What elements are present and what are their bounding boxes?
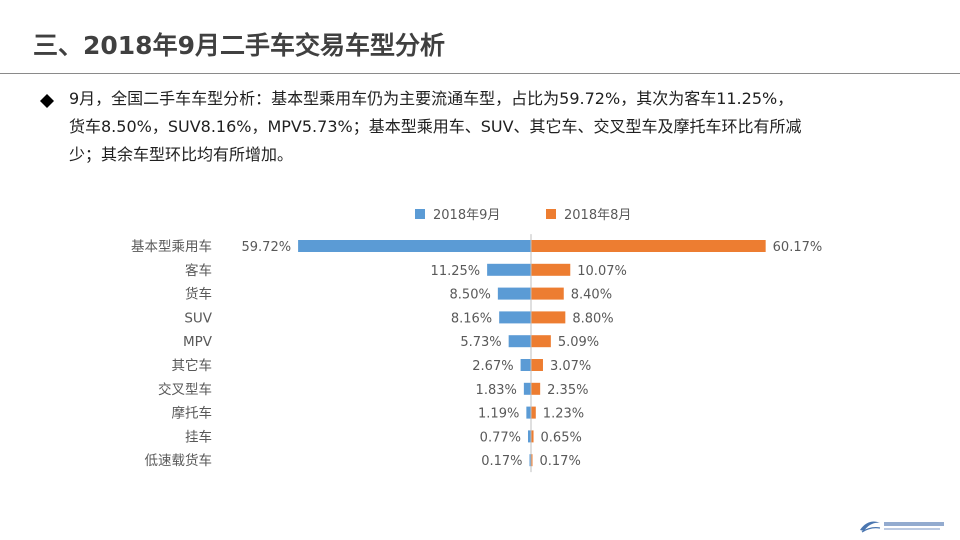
legend-swatch-sep — [415, 209, 425, 219]
bar-sep — [487, 263, 531, 276]
summary-paragraph: 9月，全国二手车车型分析：基本型乘用车仍为主要流通车型，占比为59.72%，其次… — [69, 85, 929, 169]
bar-aug — [531, 240, 766, 252]
data-label-sep: 0.17% — [481, 454, 522, 469]
category-label: 客车 — [185, 262, 212, 279]
category-label: 低速载货车 — [145, 452, 213, 469]
bar-aug — [531, 359, 543, 371]
data-label-sep: 8.16% — [451, 311, 492, 326]
data-label-aug: 0.17% — [540, 454, 581, 469]
category-label: 货车 — [185, 286, 212, 303]
bar-aug — [531, 335, 551, 348]
summary-line-2: 货车8.50%，SUV8.16%，MPV5.73%；基本型乘用车、SUV、其它车… — [69, 117, 802, 136]
bar-aug — [531, 382, 541, 395]
diamond-bullet-icon — [40, 94, 54, 108]
legend-label-sep: 2018年9月 — [433, 208, 500, 223]
bar-sep — [497, 287, 531, 300]
legend-swatch-aug — [546, 209, 556, 219]
slide-title: 三、2018年9月二手车交易车型分析 — [33, 31, 445, 60]
data-label-aug: 2.35% — [547, 383, 588, 398]
bar-sep — [527, 430, 531, 443]
data-label-aug: 8.80% — [572, 311, 613, 326]
category-label: MPV — [183, 334, 213, 350]
data-label-sep: 11.25% — [431, 264, 481, 279]
data-label-sep: 59.72% — [242, 240, 292, 255]
legend-label-aug: 2018年8月 — [564, 208, 631, 223]
bar-aug — [531, 311, 566, 324]
association-logo-icon — [860, 521, 944, 533]
summary-line-3: 少；其余车型环比均有所增加。 — [69, 145, 294, 164]
data-label-sep: 8.50% — [450, 288, 491, 303]
data-label-sep: 1.83% — [476, 383, 517, 398]
bar-sep — [526, 406, 531, 419]
data-label-aug: 60.17% — [773, 240, 823, 255]
data-label-aug: 0.65% — [541, 430, 582, 445]
category-label: 交叉型车 — [158, 381, 212, 398]
category-label: SUV — [184, 310, 212, 326]
data-label-sep: 2.67% — [472, 359, 513, 374]
category-label: 其它车 — [172, 357, 213, 374]
summary-line-1: 9月，全国二手车车型分析：基本型乘用车仍为主要流通车型，占比为59.72%，其次… — [69, 89, 794, 108]
data-label-aug: 8.40% — [571, 288, 612, 303]
bar-aug — [531, 287, 564, 300]
data-label-aug: 5.09% — [558, 335, 599, 350]
bar-aug — [531, 454, 533, 467]
data-label-aug: 1.23% — [543, 407, 584, 422]
category-label: 基本型乘用车 — [131, 238, 212, 255]
data-label-sep: 5.73% — [460, 335, 501, 350]
bar-sep — [508, 335, 531, 348]
category-label: 挂车 — [185, 428, 212, 445]
bar-sep — [523, 382, 531, 395]
bar-aug — [531, 406, 536, 419]
data-label-aug: 3.07% — [550, 359, 591, 374]
bar-sep — [529, 454, 531, 467]
title-divider — [0, 73, 960, 74]
category-label: 摩托车 — [172, 405, 213, 422]
bar-sep — [499, 311, 531, 324]
data-label-sep: 0.77% — [480, 430, 521, 445]
bar-aug — [531, 430, 534, 443]
data-label-sep: 1.19% — [478, 407, 519, 422]
bar-sep — [520, 359, 531, 371]
bar-sep — [298, 240, 531, 252]
bar-aug — [531, 263, 571, 276]
data-label-aug: 10.07% — [577, 264, 627, 279]
